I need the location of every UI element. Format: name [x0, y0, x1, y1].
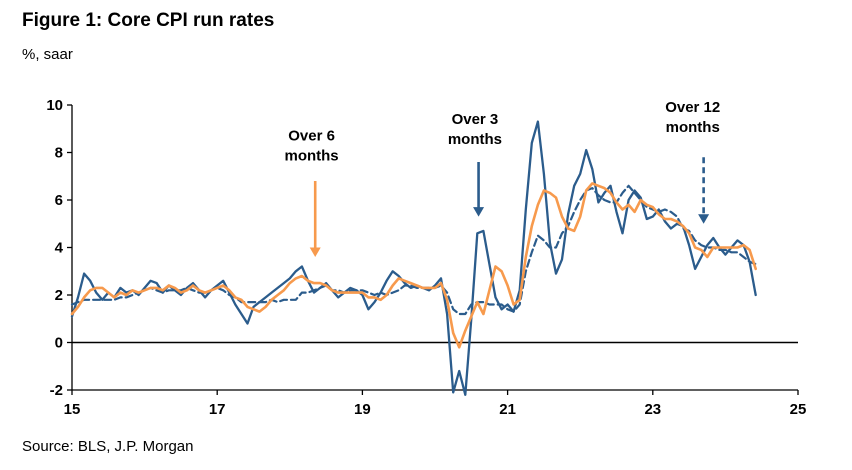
annotation-arrowhead-icon	[698, 214, 710, 224]
y-tick-label: 0	[55, 335, 63, 352]
figure-title: Figure 1: Core CPI run rates	[22, 10, 275, 31]
annotation-over-6-months: Over 6 months	[284, 128, 339, 257]
y-tick-label: 8	[55, 145, 63, 162]
x-tick-label: 17	[209, 401, 226, 418]
x-tick-label: 25	[790, 401, 807, 418]
x-tick-label: 19	[354, 401, 371, 418]
x-tick-label: 15	[64, 401, 81, 418]
y-tick-label: 6	[55, 192, 63, 209]
source-note: Source: BLS, J.P. Morgan	[22, 438, 194, 455]
annotation-label: months	[284, 148, 338, 165]
y-tick-label: 2	[55, 287, 63, 304]
series-line-over-12-months	[70, 184, 757, 316]
annotation-over-3-months: Over 3 months	[448, 111, 502, 217]
annotation-label: months	[448, 131, 502, 148]
y-axis-unit-label: %, saar	[22, 46, 73, 63]
y-tick-label: -2	[50, 382, 63, 399]
annotation-arrowhead-icon	[473, 207, 485, 217]
annotation-label: months	[666, 119, 720, 136]
x-tick-label: 23	[644, 401, 661, 418]
y-tick-label: 4	[55, 240, 64, 257]
annotation-label: Over 3	[452, 111, 499, 128]
series-line-over-3-months	[70, 120, 757, 396]
annotation-label: Over 6	[288, 128, 335, 145]
x-tick-label: 21	[499, 401, 516, 418]
annotation-arrowhead-icon	[309, 247, 321, 257]
series-line-over-6-months	[70, 182, 758, 349]
y-tick-label: 10	[46, 97, 63, 114]
annotation-label: Over 12	[665, 99, 720, 116]
annotation-over-12-months: Over 12 months	[665, 99, 720, 224]
